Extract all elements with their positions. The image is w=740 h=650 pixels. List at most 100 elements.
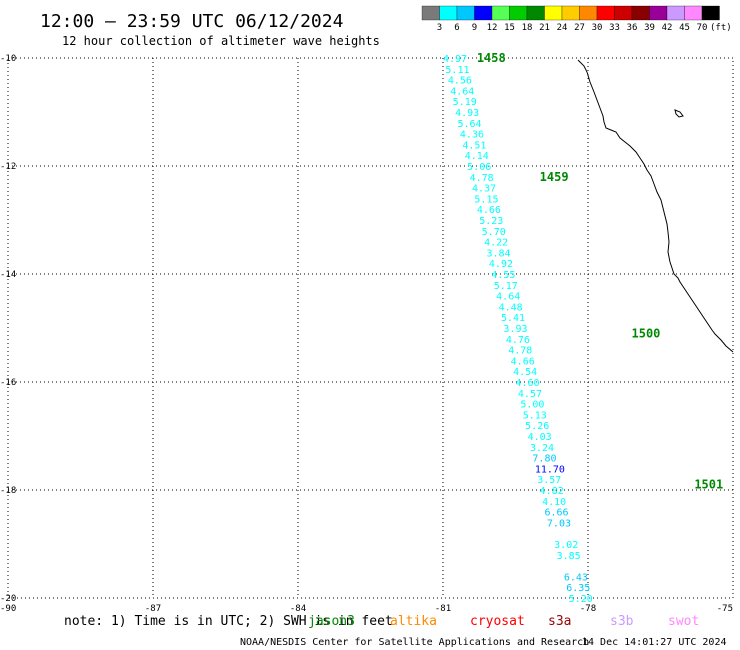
x-tick-label: -90	[0, 604, 16, 614]
wave-height-label: 11.70	[535, 464, 565, 475]
scale-swatch	[526, 5, 545, 21]
wave-height-label: 5.26	[525, 421, 549, 432]
scale-unit-label: (ft)	[710, 23, 732, 33]
wave-height-label: 4.37	[472, 184, 496, 195]
scale-tick-label: 42	[662, 23, 673, 33]
wave-height-label: 5.41	[501, 313, 525, 324]
chart-title: 12:00 – 23:59 UTC 06/12/2024	[40, 11, 343, 32]
wave-height-label: 4.03	[528, 432, 552, 443]
scale-swatch	[684, 5, 703, 21]
footer-credit: NOAA/NESDIS Center for Satellite Applica…	[240, 637, 589, 648]
wave-height-label: 4.10	[542, 497, 566, 508]
wave-height-label: 4.97	[443, 54, 467, 65]
scale-swatch	[439, 5, 458, 21]
plot-frame	[7, 57, 734, 599]
y-tick-label: -18	[0, 486, 16, 496]
satellite-legend-s3a: s3a	[548, 614, 571, 629]
wave-height-label: 4.64	[450, 86, 474, 97]
wave-height-label: 4.57	[518, 389, 542, 400]
wave-height-label: 3.93	[503, 324, 527, 335]
scale-tick-label: 27	[574, 23, 585, 33]
scale-swatch	[456, 5, 475, 21]
wave-height-label: 5.06	[467, 162, 491, 173]
wave-height-label: 4.64	[496, 292, 520, 303]
satellite-legend-altika: altika	[390, 614, 437, 629]
scale-swatch	[509, 5, 528, 21]
wave-height-label: 5.20	[569, 594, 593, 605]
y-tick-label: -14	[0, 270, 16, 280]
scale-tick-label: 21	[539, 23, 550, 33]
wave-height-label: 3.57	[537, 475, 561, 486]
scale-tick-label: 70	[697, 23, 708, 33]
satellite-legend-swot: swot	[668, 614, 699, 629]
wave-height-label: 4.56	[448, 76, 472, 87]
wave-height-points: 4.975.114.564.645.194.935.644.364.514.14…	[443, 54, 593, 605]
scale-tick-label: 39	[644, 23, 655, 33]
wave-height-label: 3.84	[487, 248, 511, 259]
pass-time-label: 1459	[540, 170, 569, 184]
x-axis-ticks: -90 -87 -84 -81 -78 -75	[0, 604, 733, 614]
scale-tick-label: 3	[437, 23, 442, 33]
scale-tick-label: 36	[627, 23, 638, 33]
color-scale-legend: 3 6 9 12 15 18 21 24 27 30 33 36 39 42 45 70	[421, 5, 720, 33]
wave-height-label: 5.64	[458, 119, 482, 130]
wave-height-label: 4.36	[460, 130, 484, 141]
scale-tick-label: 30	[592, 23, 603, 33]
x-tick-label: -87	[145, 604, 161, 614]
scale-tick-label: 12	[487, 23, 498, 33]
wave-height-label: 4.78	[470, 173, 494, 184]
wave-height-label: 3.02	[554, 540, 578, 551]
y-tick-label: -10	[0, 54, 16, 64]
scale-swatch	[701, 5, 720, 21]
wave-height-label: 5.13	[523, 410, 547, 421]
y-tick-label: -16	[0, 378, 16, 388]
wave-height-label: 4.55	[491, 270, 515, 281]
scale-swatch	[561, 5, 580, 21]
wave-height-label: 4.60	[516, 378, 540, 389]
wave-height-label: 4.78	[508, 346, 532, 357]
wave-height-label: 4.22	[484, 238, 508, 249]
scale-tick-label: 9	[472, 23, 477, 33]
wave-height-label: 4.14	[465, 151, 489, 162]
pass-time-label: 1500	[632, 326, 661, 340]
wave-height-label: 6.35	[566, 583, 590, 594]
scale-swatch	[631, 5, 650, 21]
wave-height-label: 5.15	[474, 194, 498, 205]
scale-swatch	[579, 5, 598, 21]
wave-height-label: 4.54	[513, 367, 537, 378]
wave-height-label: 4.82	[540, 486, 564, 497]
satellite-legend-cryosat: cryosat	[470, 614, 525, 629]
scale-swatch	[666, 5, 685, 21]
footer-timestamp: 14 Dec 14:01:27 UTC 2024	[582, 637, 727, 648]
wave-height-label: 4.51	[462, 140, 486, 151]
wave-height-label: 4.66	[511, 356, 535, 367]
wave-height-label: 4.76	[506, 335, 530, 346]
y-axis-ticks: -10 -12 -14 -16 -18 -20	[0, 54, 16, 604]
scale-swatch	[544, 5, 563, 21]
satellite-legend-s3b: s3b	[610, 614, 634, 629]
plot-area: -90 -87 -84 -81 -78 -75 -10 -12 -14 -16 -18 -20 4.…	[0, 51, 734, 614]
scale-swatch	[596, 5, 615, 21]
y-tick-label: -12	[0, 162, 16, 172]
x-tick-label: -75	[717, 604, 733, 614]
wave-height-label: 5.00	[520, 400, 544, 411]
wave-height-label: 6.43	[564, 572, 588, 583]
footer-note: note: 1) Time is in UTC; 2) SWH is in fe…	[64, 614, 393, 629]
chart-subtitle: 12 hour collection of altimeter wave hei…	[62, 34, 380, 48]
pass-time-label: 1501	[694, 478, 723, 492]
scale-tick-label: 24	[557, 23, 568, 33]
x-tick-label: -78	[580, 604, 596, 614]
scale-swatch	[491, 5, 510, 21]
y-tick-label: -20	[0, 594, 16, 604]
pass-time-labels: 1458 1459 1500 1501	[477, 51, 723, 492]
wave-height-label: 7.80	[532, 454, 556, 465]
scale-swatch	[614, 5, 633, 21]
x-tick-label: -84	[290, 604, 306, 614]
wave-height-label: 4.48	[499, 302, 523, 313]
satellite-legend: jason3 altika cryosat s3a s3b swot	[308, 614, 699, 629]
coastline	[577, 59, 734, 353]
wave-height-label: 4.93	[455, 108, 479, 119]
pass-time-label: 1458	[477, 51, 506, 65]
wave-height-label: 6.66	[545, 508, 569, 519]
